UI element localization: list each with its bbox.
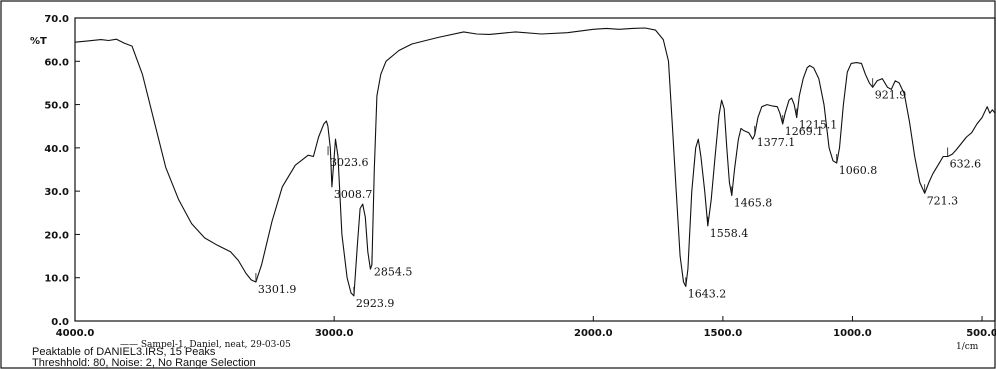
peak-label: 1465.8 bbox=[734, 196, 773, 209]
peak-label: 1269.1 bbox=[785, 125, 824, 138]
peak-label: 3008.7 bbox=[334, 188, 373, 201]
spectrum-series bbox=[74, 27, 996, 297]
y-axis-ticks: 0.0 10.0 20.0 30.0 40.0 50.0 60.0 70.0 bbox=[44, 14, 80, 328]
peak-label: 1643.2 bbox=[688, 287, 727, 300]
x-tick-label: 3000.0 bbox=[315, 328, 354, 339]
x-tick-label: 1000.0 bbox=[833, 328, 872, 339]
y-tick-label: 50.0 bbox=[44, 101, 69, 112]
y-tick-label: 0.0 bbox=[51, 317, 69, 328]
peak-labels: 3301.9 3023.6 3008.7 2923.9 2854.5 1643.2 1558… bbox=[255, 78, 982, 310]
y-tick-label: 30.0 bbox=[44, 187, 69, 198]
y-tick-label: 10.0 bbox=[44, 274, 69, 285]
spectrum-line bbox=[74, 27, 996, 297]
y-tick-label: 60.0 bbox=[44, 57, 69, 68]
peak-label: 2854.5 bbox=[374, 266, 413, 279]
x-tick-label: 500.0 bbox=[966, 328, 996, 339]
footer-threshold: Threshhold: 80, Noise: 2, No Range Selec… bbox=[32, 357, 256, 369]
x-tick-label: 2000.0 bbox=[574, 328, 613, 339]
peak-label: 1215.1 bbox=[799, 119, 838, 132]
x-tick-label: 1500.0 bbox=[704, 328, 743, 339]
peak-label: 632.6 bbox=[950, 158, 982, 171]
peak-label: 1558.4 bbox=[710, 227, 749, 240]
peak-label: 721.3 bbox=[927, 194, 959, 207]
peak-label: 1060.8 bbox=[839, 164, 878, 177]
legend-line-swatch: —— bbox=[120, 340, 141, 350]
footer-peaktable: Peaktable of DANIEL3.IRS, 15 Peaks bbox=[32, 346, 216, 358]
y-tick-label: 40.0 bbox=[44, 144, 69, 155]
peak-label: 2923.9 bbox=[356, 297, 395, 310]
plot-area bbox=[74, 17, 996, 322]
y-tick-label: 20.0 bbox=[44, 230, 69, 241]
x-axis-ticks: 4000.0 3000.0 2000.0 1500.0 1000.0 500.0 bbox=[56, 316, 996, 339]
peak-label: 921.9 bbox=[875, 88, 907, 101]
x-tick-label: 4000.0 bbox=[56, 328, 95, 339]
legend-entry: Sampel-1, Daniel, neat, 29-03-05 bbox=[140, 340, 291, 350]
peak-label: 1377.1 bbox=[757, 136, 796, 149]
peak-label: 3023.6 bbox=[330, 156, 369, 169]
y-axis-label: %T bbox=[30, 36, 47, 47]
legend: —— Sampel-1, Daniel, neat, 29-03-05 bbox=[120, 340, 291, 350]
y-tick-label: 70.0 bbox=[44, 14, 69, 25]
peak-label: 3301.9 bbox=[258, 283, 297, 296]
x-axis-label: 1/cm bbox=[956, 342, 979, 352]
